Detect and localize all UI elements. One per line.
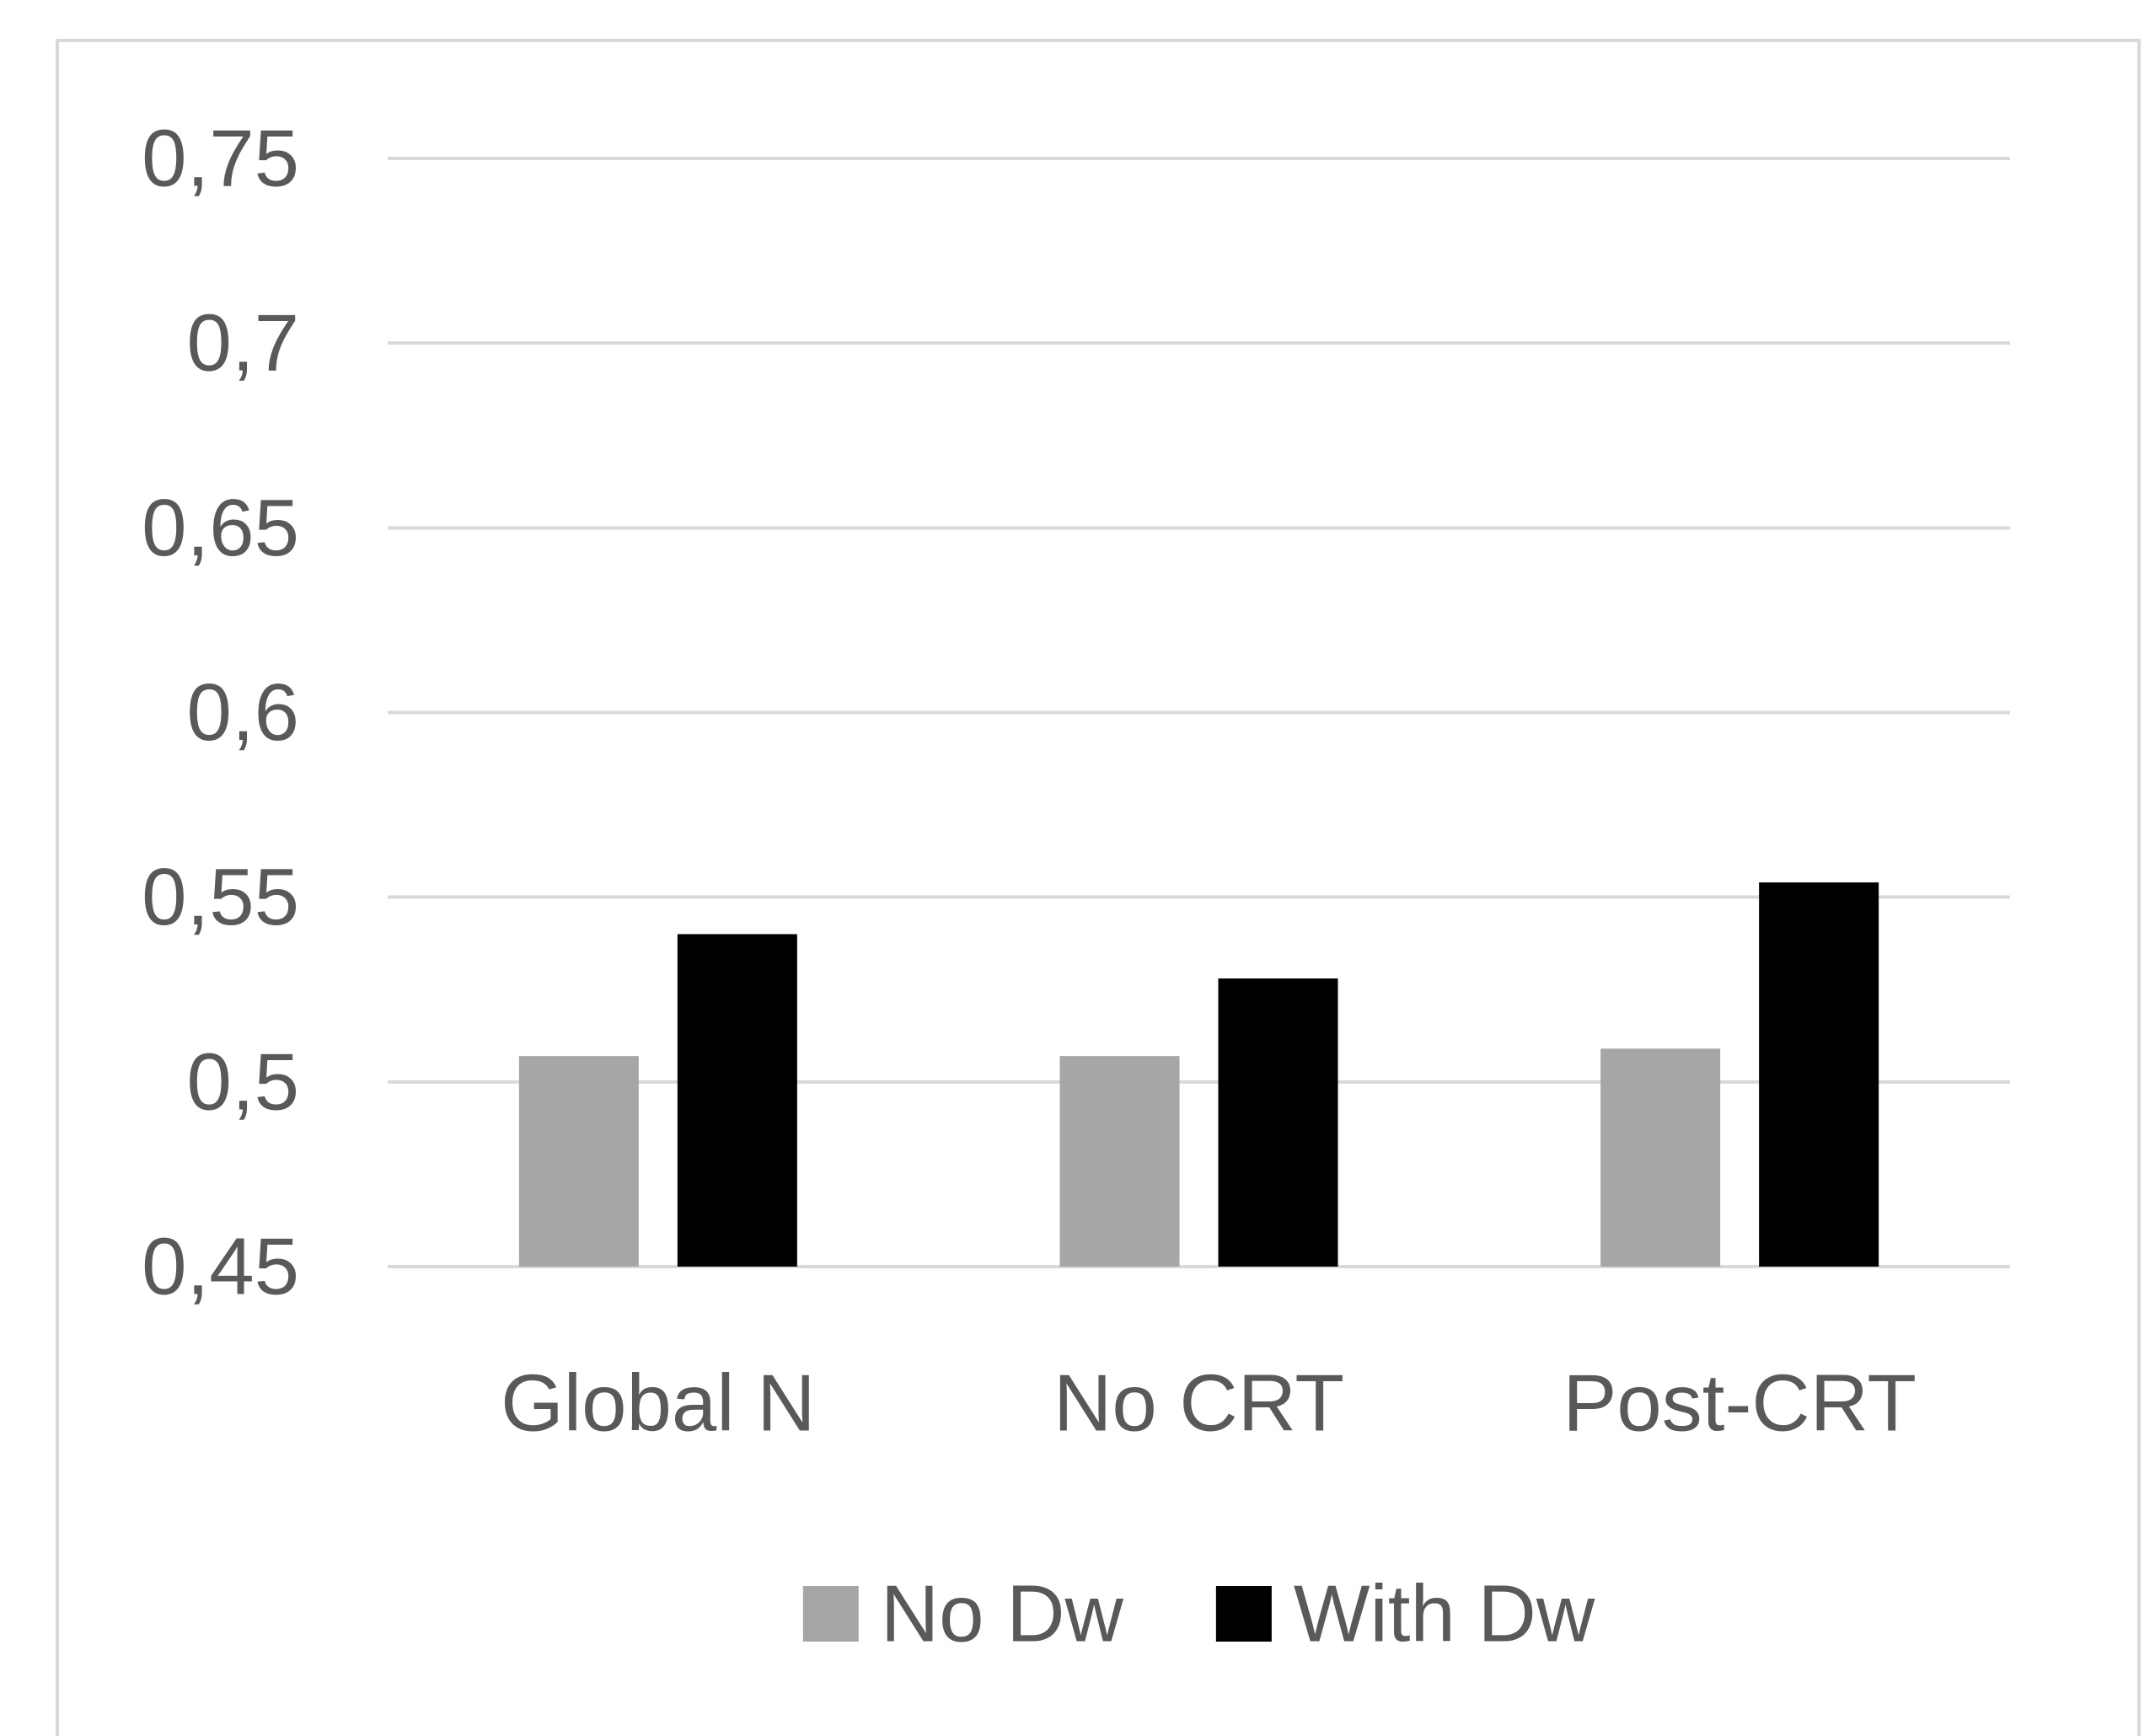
legend: No Dw With Dw <box>802 1569 1595 1659</box>
y-tick-label: 0,55 <box>142 852 299 942</box>
y-tick-label: 0,6 <box>187 667 299 758</box>
y-axis-tick-labels: 0,45 0,5 0,55 0,6 0,65 0,7 0,75 <box>142 114 299 1312</box>
bar-with-dw <box>1759 882 1879 1267</box>
y-tick-label: 0,7 <box>187 298 299 388</box>
x-axis-category-labels: Global N No CRT Post-CRT <box>501 1358 1916 1449</box>
legend-label: No Dw <box>881 1569 1124 1659</box>
y-tick-label: 0,45 <box>142 1222 299 1312</box>
bar-no-dw <box>518 1056 639 1267</box>
bars <box>518 882 1879 1267</box>
bar-with-dw <box>1218 978 1338 1267</box>
bar-with-dw <box>677 934 797 1267</box>
gridlines <box>388 157 2010 1268</box>
bar-no-dw <box>1059 1056 1180 1267</box>
x-category-label: Global N <box>501 1358 816 1449</box>
x-category-label: No CRT <box>1053 1358 1344 1449</box>
legend-swatch <box>802 1586 859 1642</box>
x-category-label: Post-CRT <box>1563 1358 1916 1449</box>
legend-swatch <box>1215 1586 1272 1642</box>
legend-label: With Dw <box>1294 1569 1595 1659</box>
bar-no-dw <box>1600 1048 1721 1267</box>
y-tick-label: 0,75 <box>142 114 299 204</box>
y-tick-label: 0,65 <box>142 483 299 573</box>
y-tick-label: 0,5 <box>187 1037 299 1127</box>
